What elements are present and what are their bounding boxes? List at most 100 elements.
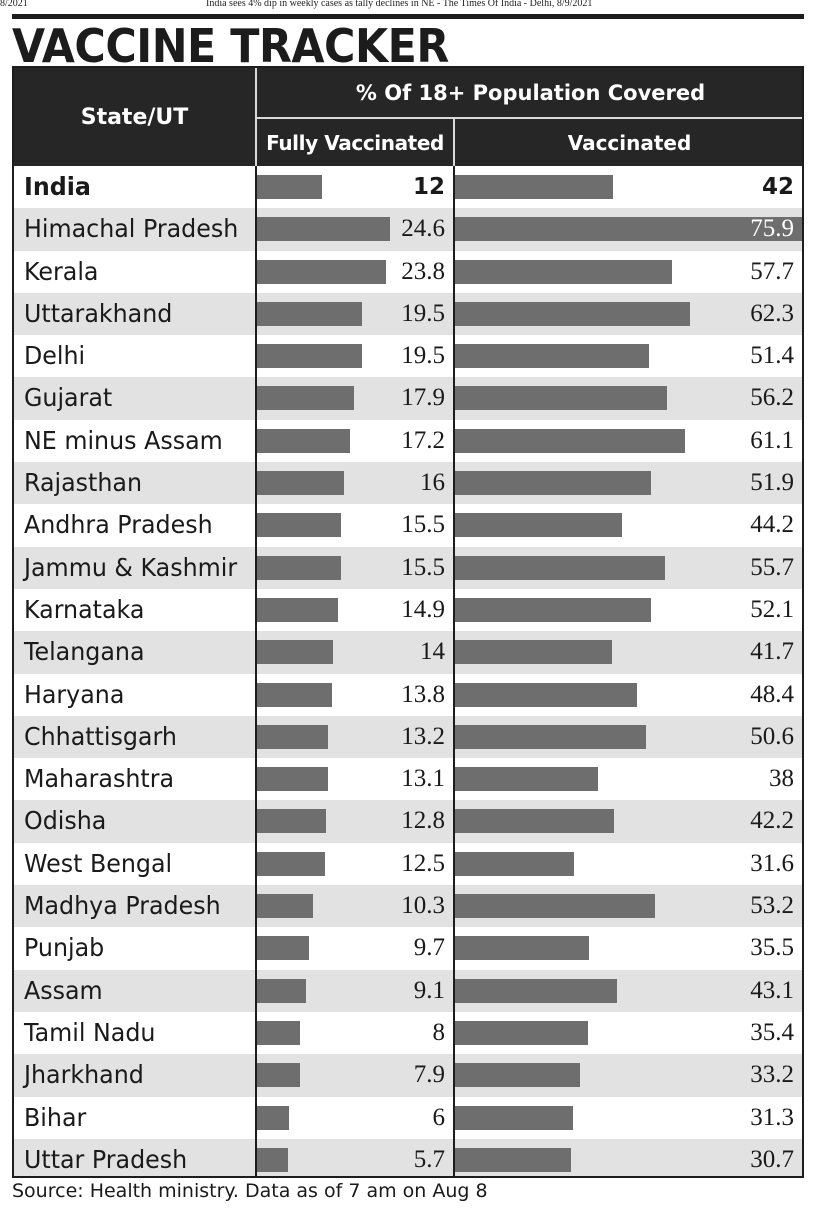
vaccinated-value: 31.6	[750, 849, 794, 877]
column-separator	[255, 715, 257, 759]
fully-vaccinated-cell: 14	[257, 631, 453, 673]
column-separator	[255, 1138, 257, 1176]
table-row: Uttarakhand 19.5 62.3	[14, 292, 802, 336]
vaccinated-cell: 62.3	[455, 293, 802, 335]
vaccine-table: State/UT % Of 18+ Population Covered Ful…	[12, 66, 804, 1178]
fully-vaccinated-cell: 23.8	[257, 251, 453, 293]
row-state-name: West Bengal	[24, 848, 173, 878]
fully-vaccinated-bar	[257, 936, 310, 961]
fully-vaccinated-value: 13.8	[401, 680, 445, 708]
fully-vaccinated-value: 15.5	[401, 553, 445, 581]
row-state-name: Jharkhand	[24, 1060, 144, 1090]
vaccinated-cell: 51.9	[455, 462, 802, 504]
row-state-name: India	[24, 172, 91, 201]
fully-vaccinated-cell: 15.5	[257, 504, 453, 546]
fully-vaccinated-bar	[257, 809, 327, 834]
column-separator	[453, 927, 455, 970]
vaccinated-value: 53.2	[750, 892, 794, 920]
vaccinated-cell: 33.2	[455, 1054, 802, 1096]
row-state-name: Madhya Pradesh	[24, 891, 221, 921]
fully-vaccinated-cell: 7.9	[257, 1054, 453, 1096]
vaccinated-value: 35.5	[750, 934, 794, 962]
column-separator	[255, 758, 257, 801]
vaccinated-value: 56.2	[750, 384, 794, 412]
vaccinated-cell: 75.9	[455, 208, 802, 250]
table-row: Jharkhand 7.9 33.2	[14, 1054, 802, 1097]
fully-vaccinated-bar	[257, 1063, 300, 1088]
fully-vaccinated-cell: 12	[257, 166, 453, 208]
fully-vaccinated-bar	[257, 217, 390, 242]
fully-vaccinated-cell: 5.7	[257, 1139, 453, 1176]
fully-vaccinated-cell: 16	[257, 462, 453, 504]
table-row: Haryana 13.8 48.4	[14, 673, 802, 716]
fully-vaccinated-bar	[257, 978, 307, 1003]
vaccinated-cell: 43.1	[455, 970, 802, 1012]
fully-vaccinated-value: 12	[412, 174, 445, 200]
fully-vaccinated-cell: 19.5	[257, 335, 453, 377]
row-state-name: Chhattisgarh	[24, 721, 177, 751]
vaccinated-bar	[455, 682, 638, 707]
vaccinated-value: 75.9	[750, 215, 794, 243]
vaccinated-cell: 55.7	[455, 547, 802, 589]
column-separator	[453, 419, 455, 463]
vaccinated-bar	[455, 555, 665, 580]
table-row: Himachal Pradesh 24.6 75.9	[14, 208, 802, 251]
vaccinated-value: 50.6	[750, 722, 794, 750]
row-state-name: Tamil Nadu	[24, 1017, 156, 1047]
fully-vaccinated-value: 24.6	[401, 215, 445, 243]
table-row: Odisha 12.8 42.2	[14, 800, 802, 843]
row-state-name: Odisha	[24, 806, 107, 836]
column-separator	[453, 758, 455, 801]
row-state-name: Rajasthan	[24, 468, 143, 498]
vaccinated-bar	[455, 767, 599, 792]
vaccinated-bar	[455, 428, 686, 453]
fully-vaccinated-value: 9.1	[413, 976, 445, 1004]
column-separator	[453, 166, 455, 209]
fully-vaccinated-value: 23.8	[401, 257, 445, 285]
vaccinated-value: 38	[769, 765, 794, 793]
vaccinated-cell: 35.5	[455, 927, 802, 969]
column-separator	[255, 504, 257, 547]
fully-vaccinated-cell: 12.5	[257, 843, 453, 885]
vaccinated-bar	[455, 597, 652, 622]
fully-vaccinated-value: 17.9	[401, 384, 445, 412]
fully-vaccinated-cell: 8	[257, 1012, 453, 1054]
row-state-name: Himachal Pradesh	[24, 214, 239, 244]
header-group: % Of 18+ Population Covered	[257, 68, 802, 117]
row-state-name: Telangana	[24, 637, 145, 667]
column-separator	[453, 377, 455, 420]
vaccinated-bar	[455, 978, 618, 1003]
column-separator	[453, 631, 455, 674]
row-state-name: Uttarakhand	[24, 298, 173, 328]
fully-vaccinated-bar	[257, 894, 313, 919]
fully-vaccinated-value: 14	[420, 638, 445, 666]
vaccinated-cell: 61.1	[455, 420, 802, 462]
column-separator	[453, 1138, 455, 1176]
column-separator	[255, 419, 257, 463]
vaccinated-value: 43.1	[750, 976, 794, 1004]
column-separator	[453, 292, 455, 336]
vaccinated-value: 52.1	[750, 595, 794, 623]
column-separator	[255, 462, 257, 505]
fully-vaccinated-value: 13.2	[401, 722, 445, 750]
vaccinated-value: 57.7	[750, 257, 794, 285]
vaccinated-bar	[455, 851, 575, 876]
vaccinated-bar	[455, 1105, 573, 1130]
fully-vaccinated-bar	[257, 386, 354, 411]
vaccinated-bar	[455, 301, 690, 326]
column-separator	[255, 1011, 257, 1055]
print-header: 8/2021 India sees 4% dip in weekly cases…	[0, 0, 824, 12]
vaccinated-bar	[455, 1147, 571, 1172]
vaccinated-bar	[455, 1063, 581, 1088]
column-separator	[255, 1054, 257, 1097]
fully-vaccinated-bar	[257, 1020, 301, 1045]
vaccinated-cell: 44.2	[455, 504, 802, 546]
table-row: Maharashtra 13.1 38	[14, 758, 802, 801]
fully-vaccinated-cell: 17.2	[257, 420, 453, 462]
column-separator	[453, 715, 455, 759]
fully-vaccinated-cell: 19.5	[257, 293, 453, 335]
column-separator	[453, 885, 455, 928]
header-group-line	[257, 117, 802, 119]
fully-vaccinated-cell: 13.8	[257, 674, 453, 716]
row-state-name: Karnataka	[24, 594, 145, 624]
